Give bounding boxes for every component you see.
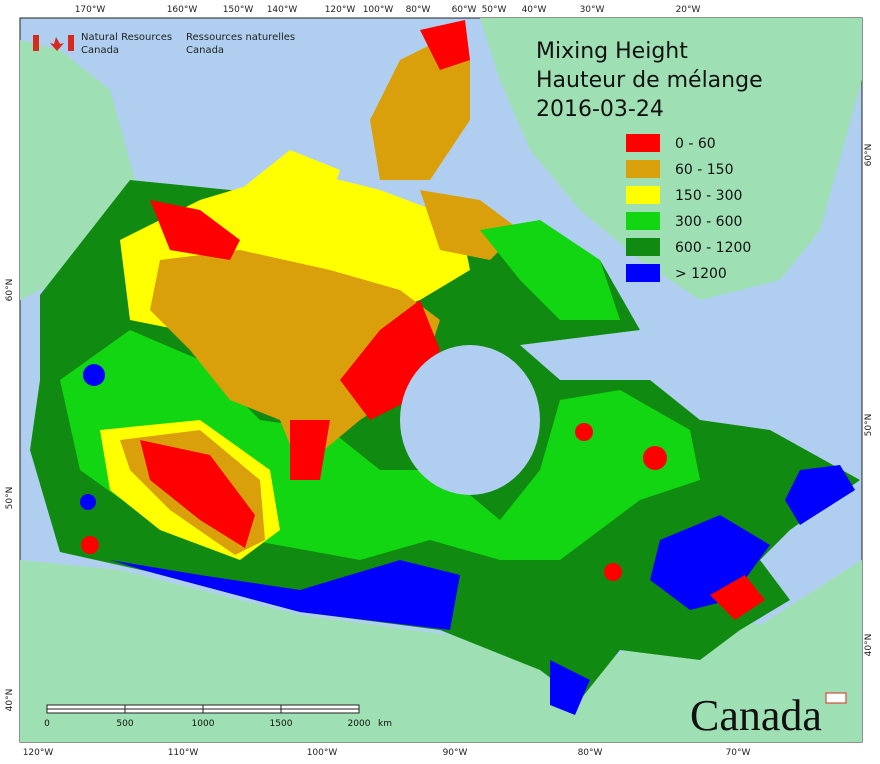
org-fr: Ressources naturelles bbox=[186, 32, 295, 43]
band-0-60-north bbox=[150, 200, 240, 260]
maple-leaf bbox=[50, 37, 64, 51]
top-graticule-label: 170°W bbox=[75, 5, 106, 15]
legend-swatch bbox=[626, 238, 660, 256]
legend-swatch bbox=[626, 160, 660, 178]
top-graticule-label: 150°W bbox=[223, 5, 254, 15]
top-graticule-label: 80°W bbox=[406, 5, 431, 15]
alaska bbox=[20, 40, 135, 300]
blob bbox=[83, 364, 105, 386]
scale-bar bbox=[46, 704, 360, 714]
united-states bbox=[20, 560, 862, 742]
right-graticule-label: 60°N bbox=[864, 144, 874, 167]
org-en: Natural Resources bbox=[81, 32, 172, 43]
flag-bar bbox=[33, 35, 39, 51]
top-graticule-label: 20°W bbox=[676, 5, 701, 15]
band-1200-ontario bbox=[550, 660, 590, 715]
bottom-graticule-label: 100°W bbox=[307, 748, 338, 758]
band-1200-south bbox=[110, 560, 460, 630]
top-graticule-label: 30°W bbox=[580, 5, 605, 15]
blob bbox=[643, 446, 667, 470]
title: Hauteur de mélange bbox=[536, 68, 763, 93]
top-graticule-label: 120°W bbox=[325, 5, 356, 15]
legend-swatch bbox=[626, 212, 660, 230]
band-0-60-south bbox=[140, 440, 255, 548]
left-graticule-label: 60°N bbox=[5, 279, 15, 302]
legend-label: 60 - 150 bbox=[675, 162, 734, 178]
bottom-graticule-label: 80°W bbox=[578, 748, 603, 758]
scale-segment bbox=[280, 708, 360, 714]
legend-label: > 1200 bbox=[675, 266, 727, 282]
org-en: Canada bbox=[81, 45, 119, 56]
left-graticule-label: 40°N bbox=[5, 689, 15, 712]
band-0-60-maritimes bbox=[710, 575, 765, 620]
left-graticule-label: 50°N bbox=[5, 487, 15, 510]
top-graticule-label: 160°W bbox=[167, 5, 198, 15]
top-graticule-label: 100°W bbox=[363, 5, 394, 15]
legend-swatch bbox=[626, 186, 660, 204]
scale-segment bbox=[46, 704, 126, 710]
bottom-graticule-label: 120°W bbox=[23, 748, 54, 758]
greenland bbox=[480, 18, 862, 300]
arctic-island-ellesmere bbox=[370, 40, 470, 180]
band-1200-newfoundland bbox=[785, 465, 855, 525]
blob bbox=[575, 423, 593, 441]
canada-wordmark: Canada bbox=[690, 691, 822, 740]
bottom-graticule-label: 70°W bbox=[726, 748, 751, 758]
legend-swatch bbox=[626, 134, 660, 152]
blob bbox=[604, 563, 622, 581]
scale-label: 0 bbox=[44, 719, 50, 729]
arctic-island-west bbox=[240, 150, 340, 205]
legend-label: 0 - 60 bbox=[675, 136, 716, 152]
scale-label: 2000 bbox=[348, 719, 371, 729]
band-0-60-prairie bbox=[290, 420, 330, 480]
legend-label: 600 - 1200 bbox=[675, 240, 751, 256]
right-graticule-label: 50°N bbox=[864, 414, 874, 437]
scale-segment bbox=[124, 708, 204, 714]
hudson-bay bbox=[400, 345, 540, 495]
bottom-graticule-label: 110°W bbox=[168, 748, 199, 758]
bottom-graticule-label: 90°W bbox=[443, 748, 468, 758]
wordmark-flag bbox=[825, 692, 847, 704]
arctic-island-north bbox=[420, 20, 470, 70]
scale-unit: km bbox=[378, 719, 392, 729]
map-layers bbox=[20, 18, 862, 742]
top-graticule-label: 60°W bbox=[452, 5, 477, 15]
top-graticule-label: 50°W bbox=[482, 5, 507, 15]
scale-label: 500 bbox=[116, 719, 133, 729]
top-graticule-label: 40°W bbox=[522, 5, 547, 15]
legend-label: 300 - 600 bbox=[675, 214, 742, 230]
blob bbox=[80, 494, 96, 510]
legend-label: 150 - 300 bbox=[675, 188, 742, 204]
org-signature: Natural Resources Canada Ressources natu… bbox=[33, 32, 295, 56]
scale-label: 1000 bbox=[192, 719, 215, 729]
org-fr: Canada bbox=[186, 45, 224, 56]
blob bbox=[81, 536, 99, 554]
title: 2016-03-24 bbox=[536, 97, 664, 122]
top-graticule-label: 140°W bbox=[267, 5, 298, 15]
scale-label: 1500 bbox=[270, 719, 293, 729]
legend-swatch bbox=[626, 264, 660, 282]
title: Mixing Height bbox=[536, 39, 688, 64]
scale-segment bbox=[202, 704, 282, 710]
baffin-east bbox=[480, 220, 620, 320]
right-graticule-label: 40°N bbox=[864, 634, 874, 657]
flag-bar bbox=[68, 35, 74, 51]
